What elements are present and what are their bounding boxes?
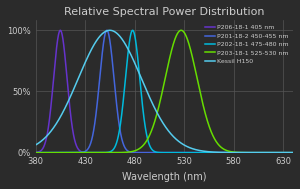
P201-18-2 450-455 nm: [105, 29, 109, 31]
Kessil H150: [133, 61, 136, 63]
P206-18-1 405 nm: [144, 152, 147, 154]
Line: P202-18-1 475-480 nm: P202-18-1 475-480 nm: [36, 30, 293, 153]
P202-18-1 475-480 nm: [78, 152, 82, 154]
P206-18-1 405 nm: [79, 150, 82, 152]
Kessil H150: [291, 152, 295, 154]
Kessil H150: [144, 87, 147, 89]
P202-18-1 475-480 nm: [286, 152, 290, 154]
P201-18-2 450-455 nm: [144, 152, 147, 154]
P203-18-1 525-530 nm: [78, 152, 82, 154]
P203-18-1 525-530 nm: [179, 29, 183, 31]
Kessil H150: [63, 107, 67, 109]
P201-18-2 450-455 nm: [133, 151, 136, 154]
P202-18-1 475-480 nm: [291, 152, 295, 154]
P203-18-1 525-530 nm: [291, 152, 295, 154]
P202-18-1 475-480 nm: [34, 152, 38, 154]
P206-18-1 405 nm: [286, 152, 290, 154]
P206-18-1 405 nm: [259, 152, 262, 154]
Kessil H150: [259, 152, 262, 154]
Line: P201-18-2 450-455 nm: P201-18-2 450-455 nm: [36, 30, 293, 153]
P203-18-1 525-530 nm: [259, 152, 262, 154]
Line: P206-18-1 405 nm: P206-18-1 405 nm: [36, 30, 293, 153]
Line: Kessil H150: Kessil H150: [36, 30, 293, 153]
P206-18-1 405 nm: [63, 56, 67, 58]
P203-18-1 525-530 nm: [133, 150, 136, 152]
P203-18-1 525-530 nm: [144, 141, 147, 144]
P203-18-1 525-530 nm: [34, 152, 38, 154]
Kessil H150: [34, 144, 38, 146]
P202-18-1 475-480 nm: [144, 128, 147, 130]
P206-18-1 405 nm: [133, 152, 136, 154]
P201-18-2 450-455 nm: [63, 152, 67, 154]
P203-18-1 525-530 nm: [286, 152, 290, 154]
Title: Relative Spectral Power Distribution: Relative Spectral Power Distribution: [64, 7, 265, 17]
P201-18-2 450-455 nm: [259, 152, 262, 154]
Line: P203-18-1 525-530 nm: P203-18-1 525-530 nm: [36, 30, 293, 153]
P202-18-1 475-480 nm: [133, 33, 136, 35]
P203-18-1 525-530 nm: [63, 152, 67, 154]
P201-18-2 450-455 nm: [78, 151, 82, 154]
P201-18-2 450-455 nm: [286, 152, 290, 154]
P201-18-2 450-455 nm: [291, 152, 295, 154]
P202-18-1 475-480 nm: [63, 152, 67, 154]
P201-18-2 450-455 nm: [34, 152, 38, 154]
P206-18-1 405 nm: [291, 152, 295, 154]
Kessil H150: [286, 152, 290, 154]
X-axis label: Wavelength (nm): Wavelength (nm): [122, 172, 207, 182]
P206-18-1 405 nm: [34, 151, 38, 154]
P206-18-1 405 nm: [58, 29, 62, 31]
Kessil H150: [108, 29, 112, 31]
Legend: P206-18-1 405 nm, P201-18-2 450-455 nm, P202-18-1 475-480 nm, P203-18-1 525-530 : P206-18-1 405 nm, P201-18-2 450-455 nm, …: [204, 24, 290, 65]
P202-18-1 475-480 nm: [259, 152, 262, 154]
Kessil H150: [78, 73, 82, 75]
P202-18-1 475-480 nm: [131, 29, 134, 31]
